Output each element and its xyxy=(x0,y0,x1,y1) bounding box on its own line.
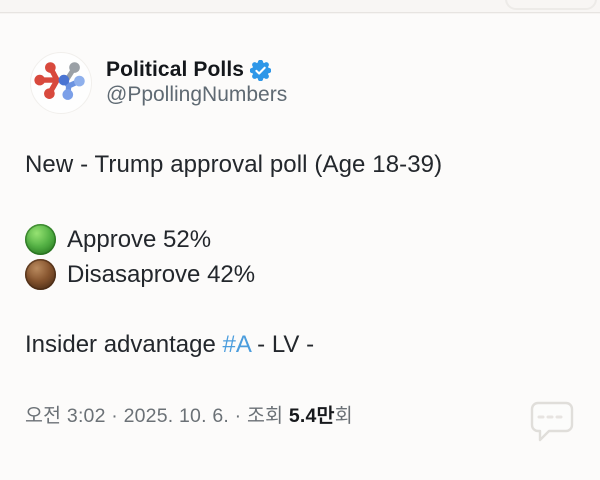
time-text: 오전 3:02 xyxy=(25,405,106,427)
meta-separator: · xyxy=(229,405,247,427)
political-polls-logo-icon xyxy=(34,62,85,100)
meta-separator: · xyxy=(105,405,124,427)
pollster-text: Insider advantage xyxy=(25,331,223,358)
tweet-text-line3: Insider advantage #A - LV - xyxy=(25,331,314,359)
user-handle[interactable]: @PpollingNumbers xyxy=(106,83,288,106)
hashtag-link[interactable]: #A xyxy=(222,331,251,358)
tweet-meta: 오전 3:02 · 2025. 10. 6. · 조회 5.4만회 xyxy=(25,399,353,428)
display-name[interactable]: Political Polls xyxy=(106,58,245,81)
views-count: 5.4만 xyxy=(288,405,335,427)
tweet-text-line1: New - Trump approval poll (Age 18-39) xyxy=(25,151,443,178)
poll-row-approve: Approve 52% xyxy=(25,223,255,256)
poll-results: Approve 52% Disasaprove 42% xyxy=(25,223,255,291)
views-label: 조회 xyxy=(246,405,284,427)
comment-bubble-icon[interactable] xyxy=(527,399,575,443)
tweet-card: Political Polls @PpollingNumbers New - T… xyxy=(0,14,600,480)
lv-text: - LV - xyxy=(250,331,315,358)
poll-row-disapprove: Disasaprove 42% xyxy=(25,258,255,291)
approve-text: Approve 52% xyxy=(67,225,212,253)
green-circle-emoji xyxy=(25,224,56,255)
views-suffix: 회 xyxy=(334,405,353,427)
avatar[interactable] xyxy=(30,52,92,114)
brown-circle-emoji xyxy=(25,259,56,290)
disapprove-text: Disasaprove 42% xyxy=(67,260,256,288)
top-edge-strip xyxy=(0,0,600,13)
cropped-button-outline xyxy=(505,0,597,10)
date-text: 2025. 10. 6. xyxy=(123,405,229,427)
verified-badge-icon xyxy=(250,59,272,81)
